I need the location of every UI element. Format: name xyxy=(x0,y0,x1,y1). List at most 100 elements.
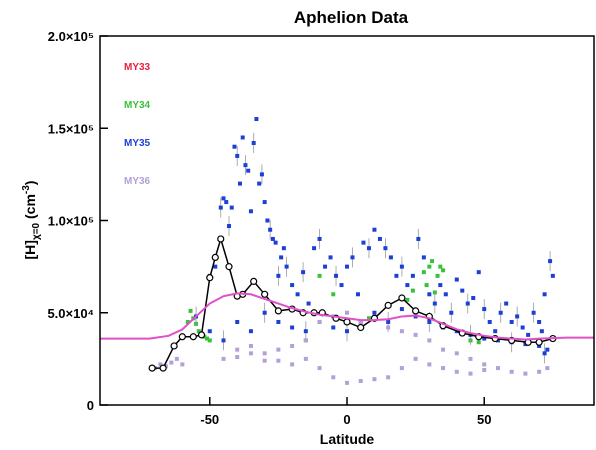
my36-point-46 xyxy=(276,358,281,363)
my35-point-56 xyxy=(443,292,448,297)
my35-point-97 xyxy=(482,336,487,341)
my36-point-18 xyxy=(386,325,391,330)
my35-point-25 xyxy=(279,255,284,260)
my36-point-27 xyxy=(509,369,514,374)
my35-point-29 xyxy=(295,292,300,297)
my35-point-104 xyxy=(539,329,544,334)
binned-median-point-9 xyxy=(225,263,233,271)
my35-point-74 xyxy=(542,292,547,297)
y-axis-label: [H]χ=0 (cm-3) xyxy=(21,181,42,260)
my35-point-23 xyxy=(273,240,278,245)
binned-median-point-33 xyxy=(535,338,543,346)
my36-point-36 xyxy=(399,366,404,371)
my35-point-39 xyxy=(350,255,355,260)
my35-point-13 xyxy=(246,168,251,173)
my36-point-7 xyxy=(235,347,240,352)
my35-point-4 xyxy=(221,196,226,201)
binned-median-point-2 xyxy=(170,342,178,350)
my36-point-25 xyxy=(482,362,487,367)
my36-point-37 xyxy=(413,356,418,361)
my35-point-14 xyxy=(248,209,253,214)
my36-point-34 xyxy=(372,377,377,382)
binned-median-point-8 xyxy=(217,235,225,243)
my34-point-18 xyxy=(438,264,443,269)
binned-median-point-6 xyxy=(206,274,214,282)
my36-point-11 xyxy=(290,343,295,348)
my36-point-26 xyxy=(495,366,500,371)
my34-point-5 xyxy=(205,336,210,341)
my35-point-44 xyxy=(377,236,382,241)
y-label-sup: -3 xyxy=(21,185,32,194)
my35-point-54 xyxy=(432,301,437,306)
my35-point-76 xyxy=(550,273,555,278)
my34-point-17 xyxy=(435,273,440,278)
my35-point-72 xyxy=(531,310,536,315)
my35-point-69 xyxy=(515,314,520,319)
my36-point-12 xyxy=(303,338,308,343)
my35-point-42 xyxy=(366,246,371,251)
y-label-unit: (cm xyxy=(22,194,38,223)
my35-point-31 xyxy=(306,301,311,306)
my34-point-15 xyxy=(430,259,435,264)
my36-point-43 xyxy=(290,362,295,367)
my34-point-19 xyxy=(441,268,446,273)
my35-point-6 xyxy=(226,224,231,229)
my36-point-33 xyxy=(358,379,363,384)
my35-point-43 xyxy=(372,227,377,232)
my35-point-83 xyxy=(290,325,295,330)
my35-point-17 xyxy=(257,181,262,186)
my35-point-66 xyxy=(498,310,503,315)
my35-point-80 xyxy=(248,329,253,334)
my35-point-84 xyxy=(303,329,308,334)
my36-point-39 xyxy=(441,366,446,371)
my35-point-79 xyxy=(235,319,240,324)
my35-point-68 xyxy=(509,319,514,324)
my35-point-87 xyxy=(345,329,349,334)
my35-point-12 xyxy=(243,163,248,168)
my36-point-32 xyxy=(345,380,349,385)
binned-median-point-14 xyxy=(274,307,282,315)
model-fit-line xyxy=(100,292,594,341)
my34-point-11 xyxy=(366,316,371,321)
my35-point-16 xyxy=(254,117,259,122)
my35-point-45 xyxy=(383,246,388,251)
my35-point-47 xyxy=(394,273,399,278)
my35-point-7 xyxy=(229,205,234,210)
binned-median-point-21 xyxy=(357,323,365,332)
my35-point-82 xyxy=(276,319,281,324)
my35-point-75 xyxy=(548,259,553,264)
my36-point-47 xyxy=(262,351,267,356)
legend-entry-my33: MY33 xyxy=(124,62,151,73)
my35-point-28 xyxy=(290,283,295,288)
my35-point-71 xyxy=(526,332,531,337)
my35-point-27 xyxy=(284,264,289,269)
my35-point-57 xyxy=(449,310,454,315)
binned-median-point-7 xyxy=(211,253,219,261)
my35-point-8 xyxy=(232,144,237,149)
my36-point-5 xyxy=(180,362,185,367)
binned-median-point-13 xyxy=(261,290,269,298)
legend: MY33 MY34 MY35 MY36 xyxy=(124,62,151,187)
my36-point-24 xyxy=(468,356,473,361)
y-label-close: ) xyxy=(22,181,38,186)
my35-point-91 xyxy=(399,307,404,312)
my36-point-42 xyxy=(482,367,487,372)
my35-point-65 xyxy=(493,329,498,334)
my34-point-9 xyxy=(317,273,322,278)
my35-point-78 xyxy=(221,338,226,343)
my34-point-16 xyxy=(432,290,437,295)
my35-point-21 xyxy=(268,227,273,232)
binned-median-point-23 xyxy=(384,301,392,309)
my36-point-16 xyxy=(358,319,363,324)
my36-point-4 xyxy=(174,356,179,361)
y-tick-label-2: 1.0×10⁵ xyxy=(48,214,94,229)
my35-point-3 xyxy=(218,205,223,210)
my34-point-21 xyxy=(410,288,415,293)
my36-point-28 xyxy=(523,371,528,376)
binned-median-point-12 xyxy=(250,277,258,285)
my36-point-21 xyxy=(427,338,432,343)
series-layer xyxy=(100,117,594,385)
my35-point-63 xyxy=(482,307,487,312)
my34-point-8 xyxy=(185,319,190,324)
